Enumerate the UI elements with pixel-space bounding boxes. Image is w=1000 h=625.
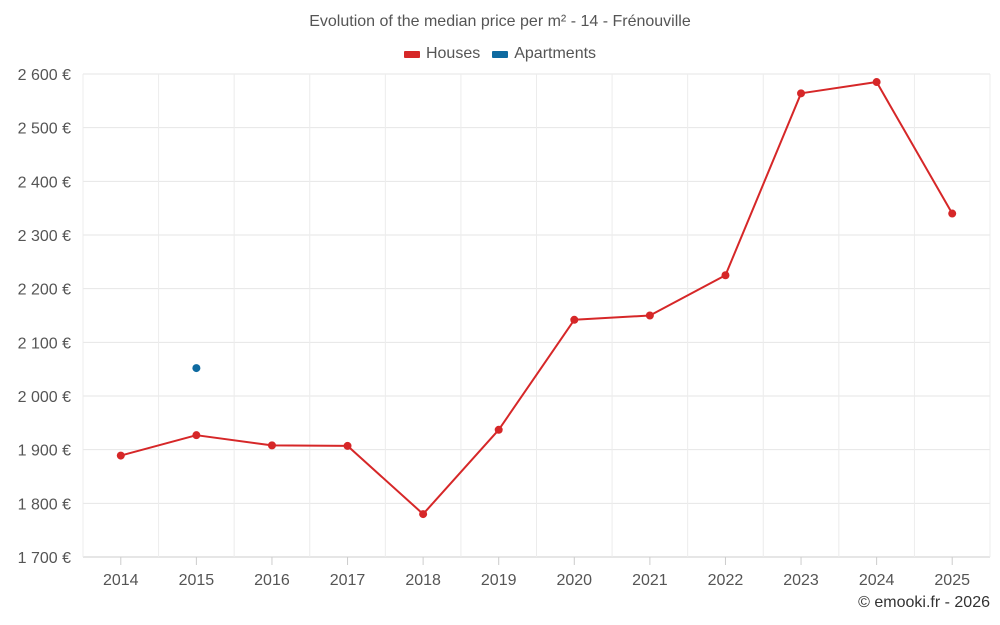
legend-item-houses[interactable]: Houses xyxy=(403,45,481,63)
y-tick-label: 2 400 € xyxy=(18,174,71,191)
data-point-houses xyxy=(570,315,579,324)
x-tick-label: 2020 xyxy=(556,572,592,589)
y-tick-label: 2 300 € xyxy=(18,228,71,245)
legend-item-apartments[interactable]: Apartments xyxy=(492,45,596,63)
data-point-houses xyxy=(872,78,881,87)
data-point-houses xyxy=(192,431,201,440)
x-tick-label: 2017 xyxy=(330,572,366,589)
credit-text: © emooki.fr - 2026 xyxy=(858,594,990,611)
data-point-houses xyxy=(267,441,276,450)
y-tick-label: 2 500 € xyxy=(18,121,71,138)
legend-swatch-apartments xyxy=(492,50,509,58)
x-tick-label: 2016 xyxy=(254,572,290,589)
x-tick-label: 2022 xyxy=(708,572,744,589)
y-tick-label: 1 700 € xyxy=(18,550,71,567)
x-tick-label: 2014 xyxy=(103,572,139,589)
legend-label-apartments: Apartments xyxy=(514,45,597,62)
y-tick-label: 2 200 € xyxy=(18,282,71,299)
legend: Houses Apartments xyxy=(0,45,1000,63)
y-tick-label: 2 600 € xyxy=(18,67,71,84)
data-point-houses xyxy=(343,441,352,450)
x-tick-label: 2018 xyxy=(405,572,441,589)
x-tick-label: 2024 xyxy=(859,572,895,589)
data-point-apartments xyxy=(192,364,201,373)
data-point-houses xyxy=(494,425,503,434)
data-point-houses xyxy=(419,510,428,519)
x-tick-label: 2015 xyxy=(179,572,215,589)
x-tick-label: 2021 xyxy=(632,572,668,589)
data-point-houses xyxy=(948,209,957,218)
legend-label-houses: Houses xyxy=(425,45,481,62)
data-point-houses xyxy=(721,271,730,280)
data-point-houses xyxy=(645,311,654,320)
y-tick-label: 2 000 € xyxy=(18,389,71,406)
x-tick-label: 2025 xyxy=(934,572,970,589)
y-tick-label: 2 100 € xyxy=(18,335,71,352)
data-point-houses xyxy=(797,89,806,98)
y-tick-label: 1 800 € xyxy=(18,496,71,513)
series-line-houses xyxy=(120,81,954,516)
legend-swatch-houses xyxy=(403,50,420,58)
y-tick-label: 1 900 € xyxy=(18,443,71,460)
chart-title: Evolution of the median price per m² - 1… xyxy=(309,13,691,30)
data-point-houses xyxy=(116,451,125,460)
x-tick-label: 2023 xyxy=(783,572,819,589)
x-tick-label: 2019 xyxy=(481,572,517,589)
